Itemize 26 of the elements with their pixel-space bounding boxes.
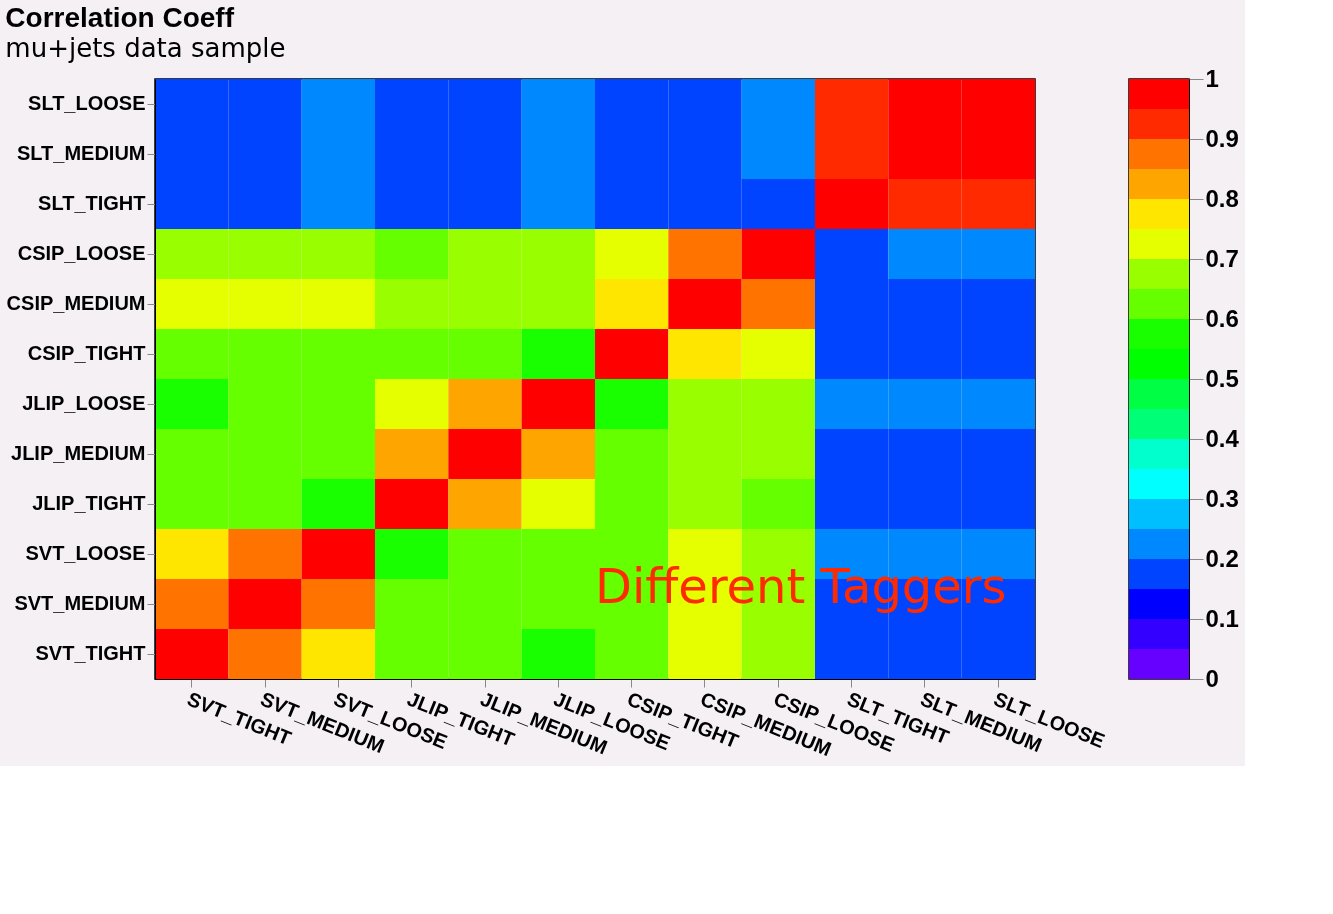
- annotation: Different Taggers: [595, 558, 1007, 614]
- y-tick-label: SLT_MEDIUM: [16, 142, 146, 164]
- color-bar-label: 0.1: [1205, 604, 1239, 632]
- color-bar-label: 0.6: [1205, 304, 1239, 332]
- color-bar-label: 0.3: [1205, 484, 1239, 512]
- y-tick-label: SVT_MEDIUM: [14, 592, 146, 614]
- y-tick-label: JLIP_TIGHT: [32, 492, 146, 514]
- color-bar-label: 1: [1205, 64, 1219, 92]
- y-tick-label: JLIP_LOOSE: [22, 392, 146, 414]
- y-tick-label: JLIP_MEDIUM: [11, 442, 146, 464]
- color-bar-label: 0: [1205, 664, 1219, 692]
- y-tick-label: SLT_LOOSE: [28, 92, 146, 114]
- y-tick-label: CSIP_LOOSE: [17, 242, 146, 264]
- y-tick-label: CSIP_MEDIUM: [6, 292, 146, 314]
- chart-subtitle: mu+jets data sample: [5, 33, 286, 64]
- color-bar-label: 0.2: [1205, 544, 1239, 572]
- y-tick-label: CSIP_TIGHT: [27, 342, 146, 364]
- color-bar-label: 0.4: [1205, 424, 1240, 452]
- y-tick-label: SLT_TIGHT: [38, 192, 146, 214]
- color-bar-label: 0.5: [1205, 364, 1239, 392]
- y-tick-label: SVT_TIGHT: [35, 642, 146, 664]
- color-bar-label: 0.9: [1205, 124, 1239, 152]
- color-bar-label: 0.8: [1205, 184, 1239, 212]
- y-tick-label: SVT_LOOSE: [25, 542, 146, 564]
- chart-title: Correlation Coeff: [5, 2, 235, 34]
- color-bar-label: 0.7: [1205, 244, 1239, 272]
